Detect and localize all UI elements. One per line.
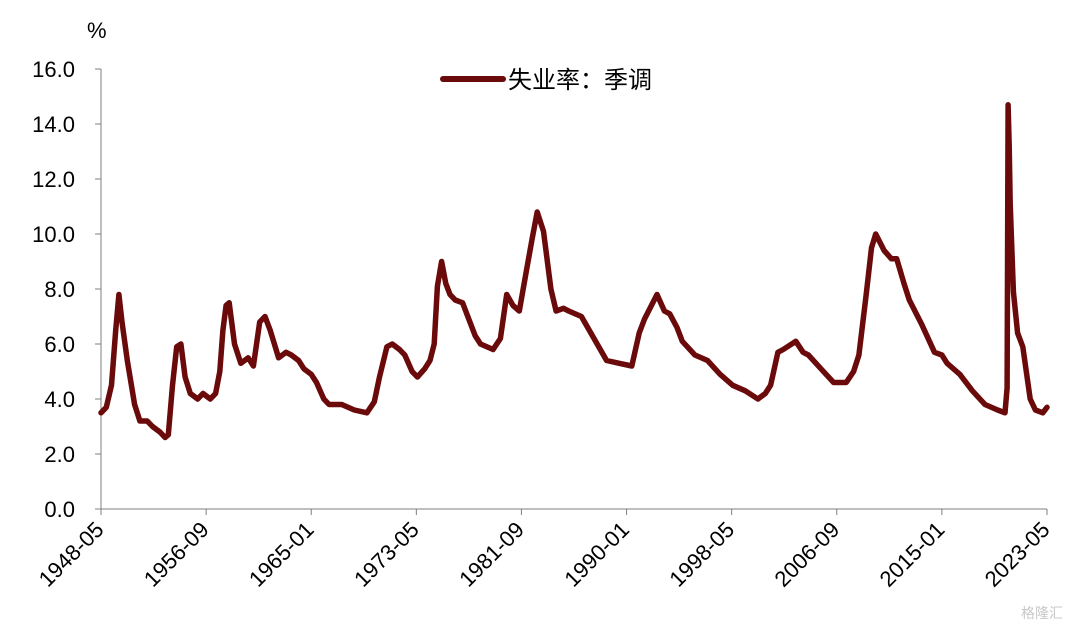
series-line-0 xyxy=(98,102,1050,441)
y-tick-label: 12.0 xyxy=(32,167,75,192)
y-tick-label: 14.0 xyxy=(32,112,75,137)
x-tick-label: 2023-05 xyxy=(980,517,1055,592)
x-axis: 1948-05 1956-09 1965-01 1973-05 1981-09 1990-… xyxy=(34,508,1055,592)
y-axis: 0.0 2.0 4.0 6.0 8.0 10.0 12.0 14.0 16.0 xyxy=(32,57,102,522)
x-tick-label: 1998-05 xyxy=(664,517,739,592)
x-tick-label: 2015-01 xyxy=(875,517,950,592)
y-tick-label: 4.0 xyxy=(44,387,75,412)
x-tick-label: 1956-09 xyxy=(139,517,214,592)
x-tick-label: 1990-01 xyxy=(559,517,634,592)
x-tick-label: 1965-01 xyxy=(244,517,319,592)
y-tick-label: 8.0 xyxy=(44,277,75,302)
x-tick-label: 1948-05 xyxy=(34,517,109,592)
x-tick-label: 1973-05 xyxy=(349,517,424,592)
watermark-logo: 格隆汇 xyxy=(1021,603,1063,623)
y-tick-label: 0.0 xyxy=(44,497,75,522)
x-tick-label: 1981-09 xyxy=(454,517,529,592)
y-tick-label: 10.0 xyxy=(32,222,75,247)
y-tick-label: 16.0 xyxy=(32,57,75,82)
y-tick-label: 6.0 xyxy=(44,332,75,357)
x-tick-label: 2006-09 xyxy=(770,517,845,592)
y-axis-unit-label: % xyxy=(87,18,107,43)
series-layer xyxy=(98,102,1050,441)
watermark-text: 格隆汇 xyxy=(1021,606,1063,622)
legend-label: 失业率：季调 xyxy=(508,66,652,94)
y-tick-label: 2.0 xyxy=(44,442,75,467)
legend: 失业率：季调 xyxy=(440,66,652,94)
